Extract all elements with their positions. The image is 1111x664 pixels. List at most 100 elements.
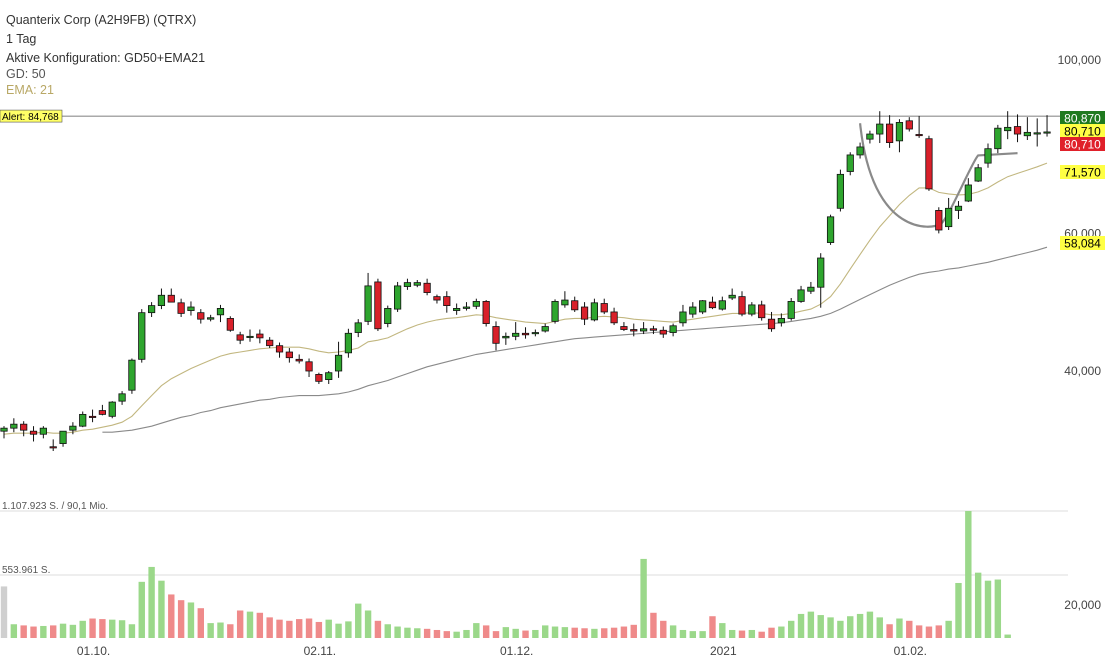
- candle-body: [334, 354, 343, 372]
- volume-bar: [89, 618, 96, 638]
- candle-body: [512, 332, 520, 337]
- candle-body: [846, 154, 854, 172]
- volume-bar: [915, 625, 923, 638]
- candle-body: [964, 184, 972, 202]
- ema21-line: [3, 162, 1048, 435]
- volume-bar: [246, 611, 254, 638]
- volume-bar: [591, 628, 598, 638]
- candle-body: [167, 294, 175, 303]
- candle-body: [817, 257, 825, 288]
- volume-bar: [669, 625, 677, 638]
- candle-body: [669, 325, 677, 333]
- volume-bar: [610, 627, 618, 638]
- candle-body: [187, 306, 195, 311]
- volume-bar: [148, 566, 155, 638]
- volume-bar: [364, 610, 372, 638]
- volume-bar: [689, 631, 696, 638]
- volume-bar: [945, 620, 952, 638]
- candle-body: [207, 317, 215, 320]
- candle-body: [886, 123, 894, 143]
- candle-body: [413, 282, 421, 286]
- volume-bar: [630, 624, 637, 638]
- volume-bar: [217, 622, 224, 638]
- candle-body: [600, 303, 608, 313]
- candle-body: [856, 146, 864, 156]
- candle-body: [88, 415, 97, 418]
- volume-bar: [414, 628, 421, 638]
- date-tick-label: 02.11.: [304, 644, 336, 658]
- volume-bar: [965, 511, 972, 638]
- volume-bar: [758, 631, 765, 638]
- volume-bar: [276, 619, 283, 638]
- volume-bar: [984, 580, 992, 638]
- volume-bar: [40, 625, 47, 638]
- volume-bar: [866, 611, 874, 638]
- volume-bar: [197, 608, 204, 638]
- volume-bar: [325, 619, 332, 638]
- candle-body: [551, 301, 559, 322]
- candle-body: [640, 328, 648, 332]
- volume-bar: [935, 625, 942, 638]
- volume-bar: [256, 612, 264, 638]
- candle-body: [364, 285, 372, 322]
- volume-bar: [522, 630, 529, 638]
- candle-body: [758, 304, 766, 319]
- price-tag-label: 80,870: [1064, 112, 1101, 126]
- volume-bar: [778, 626, 785, 638]
- candle-body: [561, 299, 569, 306]
- candle-body: [610, 311, 618, 324]
- volume-bar: [788, 620, 795, 638]
- candle-body: [266, 339, 274, 347]
- candle-body: [305, 361, 313, 372]
- volume-bar: [492, 631, 500, 638]
- candle-body: [807, 286, 815, 292]
- candle-body: [472, 301, 480, 307]
- candle-body: [945, 207, 953, 228]
- volume-bar: [709, 616, 716, 638]
- candle-body: [797, 289, 805, 302]
- candle-body: [531, 332, 539, 335]
- volume-bar: [158, 580, 165, 638]
- candle-body: [1023, 131, 1031, 137]
- volume-bar: [738, 630, 746, 638]
- candle-body: [315, 374, 323, 382]
- volume-bar: [266, 617, 273, 638]
- candle-body: [354, 322, 362, 333]
- price-tag-box: [1060, 124, 1105, 138]
- gd-legend: GD: 50: [6, 67, 46, 81]
- candle-body: [1004, 126, 1012, 132]
- candle-body: [1013, 126, 1022, 135]
- volume-bar: [719, 623, 726, 638]
- date-tick-label: 01.12.: [500, 644, 533, 658]
- candle-body: [275, 345, 284, 353]
- candle-body: [423, 282, 431, 293]
- candle-body: [649, 328, 658, 331]
- candle-body: [895, 122, 904, 142]
- volume-bar: [847, 616, 854, 638]
- volume-bar: [168, 594, 175, 638]
- volume-bar: [423, 628, 431, 638]
- candle-body: [108, 401, 116, 417]
- candle-body: [393, 285, 402, 310]
- volume-tick-label: 20,000: [1064, 598, 1101, 612]
- candle-body: [295, 358, 303, 362]
- candle-body: [521, 332, 530, 336]
- volume-bar: [433, 629, 441, 638]
- volume-bar: [728, 629, 736, 638]
- alert-badge: [0, 109, 63, 123]
- volume-bar: [374, 620, 382, 638]
- volume-bar: [1004, 634, 1011, 638]
- volume-bar: [138, 581, 145, 638]
- volume-bar: [512, 628, 519, 638]
- candle-body: [620, 326, 628, 330]
- candle-body: [79, 413, 87, 427]
- volume-bar: [876, 617, 883, 638]
- volume-bar: [837, 620, 844, 638]
- candle-body: [374, 281, 382, 330]
- price-tag-box: [1060, 137, 1105, 151]
- volume-bar: [748, 629, 756, 638]
- candle-body: [541, 326, 549, 332]
- volume-bar: [315, 621, 323, 638]
